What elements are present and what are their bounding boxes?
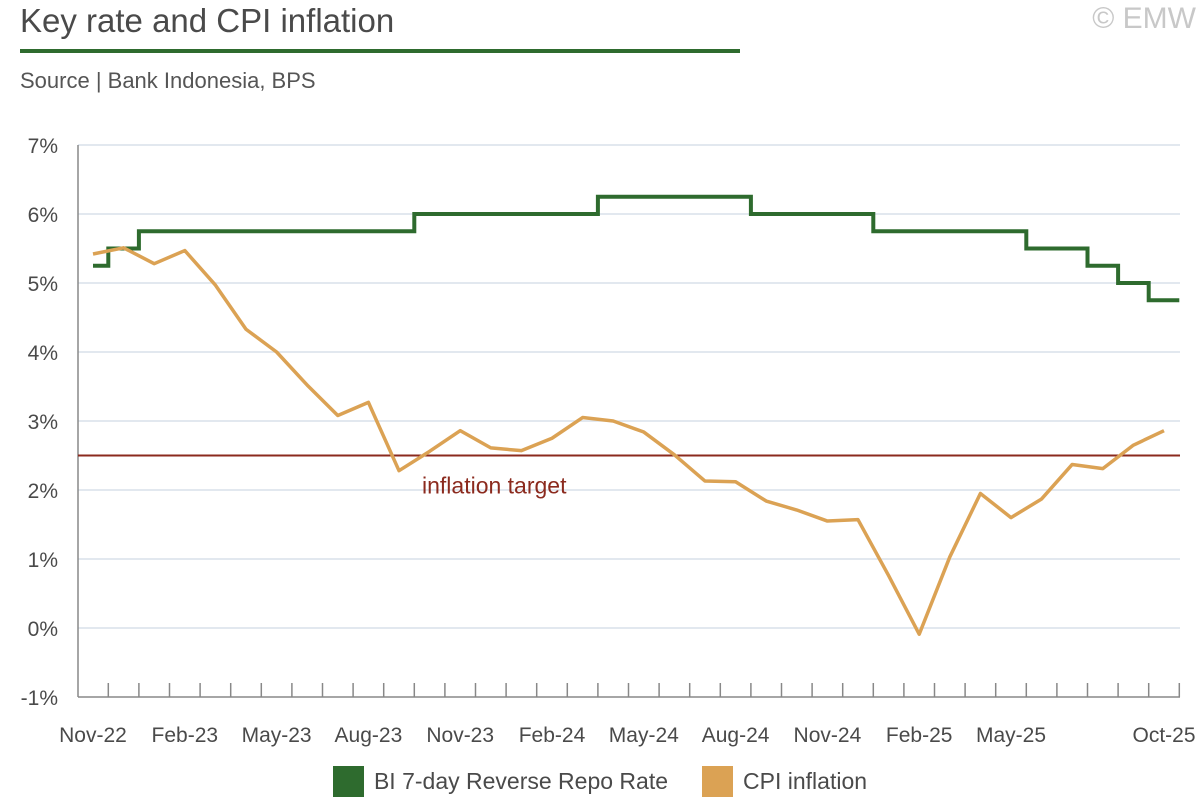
y-tick-label: 3% (28, 411, 58, 434)
legend-item-repo-rate: BI 7-day Reverse Repo Rate (332, 766, 669, 797)
y-axis-labels: -1% 0% 1% 2% 3% 4% 5% 6% 7% (21, 135, 58, 710)
y-tick-label: -1% (21, 687, 58, 710)
x-tick-label: Feb-23 (152, 724, 219, 747)
y-tick-label: 5% (28, 273, 58, 296)
cpi-inflation-series-line (92, 246, 1165, 636)
legend-item-cpi: CPI inflation (702, 766, 867, 797)
x-tick-label: Feb-25 (886, 724, 953, 747)
x-tick-label: Oct-25 (1132, 724, 1195, 747)
x-tick-label: Aug-24 (702, 724, 770, 747)
title-underline (20, 49, 740, 53)
legend: BI 7-day Reverse Repo Rate CPI inflation (0, 766, 1200, 797)
y-tick-label: 6% (28, 204, 58, 227)
x-tick-label: Feb-24 (519, 724, 586, 747)
y-tick-label: 0% (28, 618, 58, 641)
x-axis-labels: Nov-22 Feb-23 May-23 Aug-23 Nov-23 Feb-24 May-… (59, 724, 1195, 747)
x-tick-label: May-24 (609, 724, 679, 747)
y-tick-label: 1% (28, 549, 58, 572)
legend-label-repo-rate: BI 7-day Reverse Repo Rate (373, 768, 669, 794)
chart-title: Key rate and CPI inflation (20, 2, 395, 39)
legend-swatch-repo-rate (332, 766, 364, 797)
x-tick-label: Nov-22 (59, 724, 127, 747)
axes (77, 145, 1181, 698)
repo-rate-series-line (93, 194, 1180, 303)
gridlines (78, 144, 1180, 629)
x-tick-label: May-25 (976, 724, 1046, 747)
chart-subtitle: Source | Bank Indonesia, BPS (20, 68, 316, 93)
x-tick-label: May-23 (242, 724, 312, 747)
x-tick-label: Aug-23 (335, 724, 403, 747)
legend-label-cpi: CPI inflation (743, 768, 868, 794)
inflation-target-label: inflation target (422, 473, 567, 499)
x-tick-label: Nov-23 (426, 724, 494, 747)
copyright-watermark: © EMW (1092, 2, 1196, 35)
y-tick-label: 7% (28, 135, 58, 158)
x-tick-label: Nov-24 (794, 724, 862, 747)
legend-swatch-cpi (702, 766, 734, 797)
y-tick-label: 2% (28, 480, 58, 503)
y-tick-label: 4% (28, 342, 58, 365)
